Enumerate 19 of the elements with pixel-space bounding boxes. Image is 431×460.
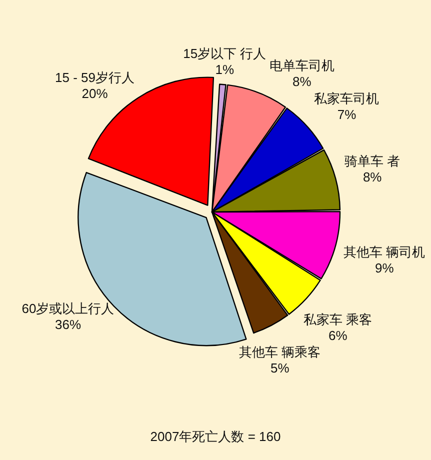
slice-label: 电单车司机 (269, 58, 334, 74)
slice-label: 私家车 乘客 (304, 312, 372, 328)
data-label: 7% (337, 107, 357, 122)
data-label: 36% (55, 317, 82, 332)
slice-label: 其他车 辆司机 (344, 244, 426, 260)
data-label: 20% (82, 86, 108, 101)
slice-label: 15 - 59岁行人 (55, 70, 134, 85)
slice-label: 骑单车 者 (344, 154, 400, 169)
slice-label: 其他车 辆乘客 (239, 344, 321, 360)
slice-label: 60岁或以上行人 (22, 301, 114, 316)
data-label: 8% (362, 170, 382, 185)
data-label: 1% (215, 62, 234, 78)
slice-label: 私家车司机 (314, 91, 380, 106)
slice-label: 15岁以下 行人 (183, 46, 266, 62)
text: 2007年死亡人数 = 160 (150, 429, 281, 444)
data-label: 8% (292, 74, 312, 90)
data-label: 9% (375, 260, 394, 276)
data-label: 6% (328, 328, 348, 344)
data-label: 5% (270, 360, 290, 376)
